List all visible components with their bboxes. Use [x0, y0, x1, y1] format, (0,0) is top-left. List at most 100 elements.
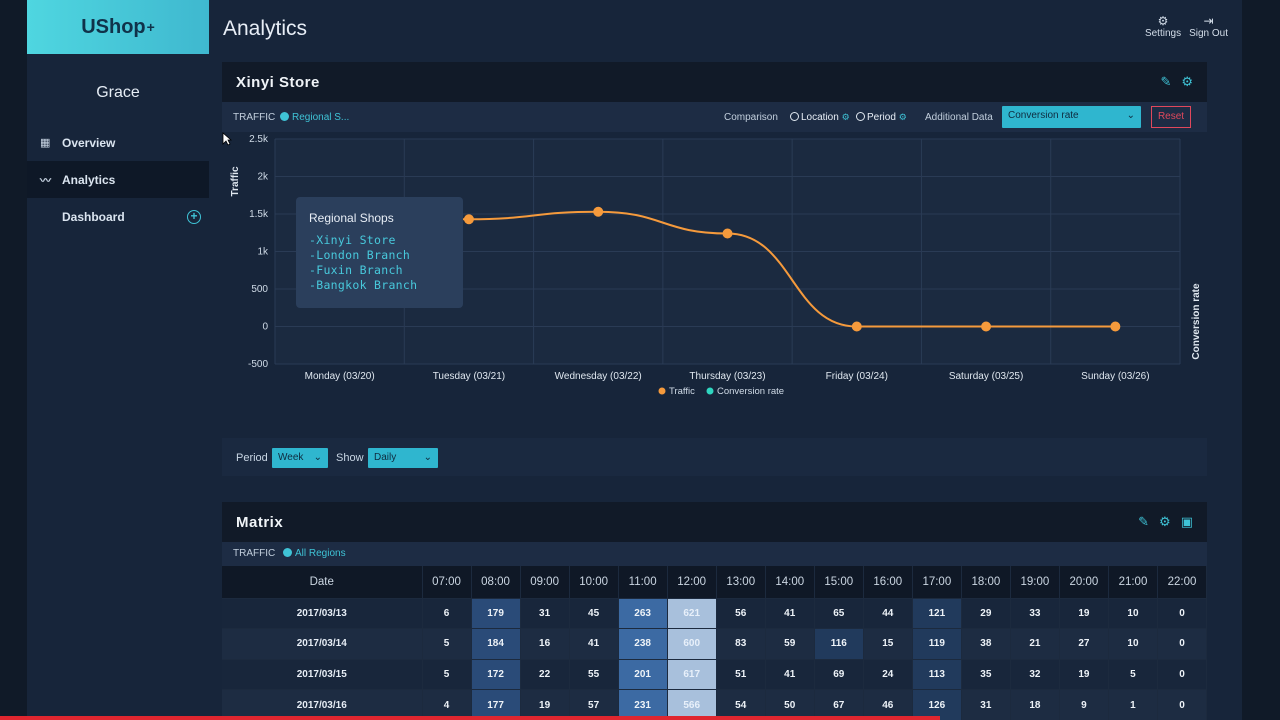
gear-icon[interactable]: ⚙ — [1159, 514, 1171, 529]
tooltip-title: Regional Shops — [309, 211, 394, 225]
period-radio[interactable]: Period ⚙ — [856, 112, 907, 123]
legend-label: Conversion rate — [717, 386, 784, 397]
table-header-cell[interactable]: 11:00 — [618, 566, 668, 598]
data-point — [463, 214, 474, 225]
tooltip-item[interactable]: -Fuxin Branch — [309, 263, 403, 277]
panel-icons: ✎ ⚙ ▣ — [1138, 514, 1193, 530]
table-header-row: Date 07:00 08:00 09:00 10:00 11:00 12:00 13:00 1… — [222, 566, 1207, 598]
table-row[interactable]: 2017/03/16 4 177 19 57 231 566 54 50 67 46 126 31 18 9… — [222, 689, 1207, 720]
show-select[interactable]: Daily ⌄ — [368, 448, 438, 468]
table-header-cell[interactable]: 14:00 — [765, 566, 815, 598]
period-select[interactable]: Week ⌄ — [272, 448, 328, 468]
table-cell: 67 — [814, 689, 864, 720]
table-header-cell[interactable]: 12:00 — [667, 566, 717, 598]
table-header-cell[interactable]: 08:00 — [471, 566, 521, 598]
table-cell: 41 — [765, 597, 815, 629]
app-logo[interactable]: UShop + — [27, 0, 209, 54]
gear-icon[interactable]: ⚙ — [898, 112, 907, 122]
radio-icon — [856, 112, 865, 121]
data-point — [722, 228, 733, 239]
table-cell: 54 — [716, 689, 766, 720]
table-cell: 16 — [520, 628, 570, 659]
main-content: Analytics ⚙ Settings ⇥ Sign Out Xinyi St… — [209, 0, 1242, 720]
plus-circle-icon[interactable]: + — [187, 209, 201, 224]
sidebar-item-dashboard[interactable]: Dashboard + — [27, 198, 209, 235]
table-cell: 44 — [863, 597, 913, 629]
location-radio[interactable]: Location ⚙ — [790, 112, 850, 123]
sidebar-item-analytics[interactable]: 〰 Analytics — [27, 161, 209, 198]
table-cell: 263 — [618, 597, 668, 629]
user-name: Grace — [96, 84, 140, 101]
regional-shops-link[interactable]: Regional S... — [280, 112, 349, 123]
page-title: Analytics — [223, 17, 308, 40]
x-tick-label: Thursday (03/23) — [689, 371, 765, 382]
comparison-label: Comparison — [724, 112, 778, 123]
table-header-cell[interactable]: 13:00 — [716, 566, 766, 598]
settings-button[interactable]: ⚙ Settings — [1145, 14, 1181, 39]
table-header-cell[interactable]: 07:00 — [422, 566, 472, 598]
table-cell: 32 — [1010, 658, 1060, 690]
video-progress-bar[interactable] — [0, 716, 940, 720]
info-icon — [280, 112, 289, 121]
sidebar-item-overview[interactable]: ▦ Overview — [27, 124, 209, 161]
table-row[interactable]: 2017/03/13 6 179 31 45 263 621 56 41 65 44 121 29 33 1… — [222, 597, 1207, 629]
x-tick-label: Friday (03/24) — [826, 371, 888, 382]
additional-data-select[interactable]: Conversion rate ⌄ — [1002, 106, 1141, 128]
sidebar-item-label: Overview — [62, 135, 116, 150]
table-cell: 19 — [1059, 597, 1109, 629]
x-tick-label: Sunday (03/26) — [1081, 371, 1149, 382]
table-cell: 50 — [765, 689, 815, 720]
sidebar: UShop + Grace ▦ Overview 〰 Analytics Dash… — [27, 0, 209, 720]
tooltip-item[interactable]: -Bangkok Branch — [309, 278, 418, 292]
table-header-cell[interactable]: 21:00 — [1108, 566, 1158, 598]
table-cell: 35 — [961, 658, 1011, 690]
chart-controls: TRAFFIC Regional S... Comparison Locatio… — [222, 102, 1207, 132]
chevron-down-icon: ⌄ — [423, 452, 432, 463]
table-header-cell[interactable]: 10:00 — [569, 566, 619, 598]
table-cell: 59 — [765, 628, 815, 659]
table-header-cell[interactable]: 20:00 — [1059, 566, 1109, 598]
sign-out-button[interactable]: ⇥ Sign Out — [1189, 14, 1228, 39]
regional-label: Regional S... — [292, 112, 350, 123]
gear-icon[interactable]: ⚙ — [1181, 74, 1193, 89]
excel-export-icon[interactable]: ▣ — [1180, 514, 1193, 529]
matrix-subheader: TRAFFIC All Regions — [222, 542, 1207, 566]
table-row[interactable]: 2017/03/15 5 172 22 55 201 617 51 41 69 24 113 35 32 1… — [222, 658, 1207, 690]
gear-icon[interactable]: ⚙ — [841, 112, 850, 122]
table-row[interactable]: 2017/03/14 5 184 16 41 238 600 83 59 116 15 119 38 21… — [222, 628, 1207, 659]
data-point — [851, 321, 862, 332]
right-frame — [1242, 0, 1280, 720]
table-cell: 177 — [471, 689, 521, 720]
pin-icon[interactable]: ✎ — [1160, 74, 1172, 89]
traffic-label: TRAFFIC — [233, 548, 276, 559]
table-cell: 10 — [1108, 628, 1158, 659]
table-header-cell[interactable]: 19:00 — [1010, 566, 1060, 598]
tooltip-item[interactable]: -Xinyi Store — [309, 233, 396, 247]
table-cell: 179 — [471, 597, 521, 629]
additional-data-label: Additional Data — [925, 112, 993, 123]
table-cell: 9 — [1059, 689, 1109, 720]
table-header-cell[interactable]: 22:00 — [1157, 566, 1207, 598]
table-cell: 4 — [422, 689, 472, 720]
chevron-down-icon: ⌄ — [1126, 110, 1135, 121]
reset-button[interactable]: Reset — [1151, 106, 1191, 128]
table-header-cell[interactable]: 17:00 — [912, 566, 962, 598]
table-cell: 46 — [863, 689, 913, 720]
top-actions: ⚙ Settings ⇥ Sign Out — [1145, 14, 1228, 39]
pin-icon[interactable]: ✎ — [1138, 514, 1150, 529]
all-regions-link[interactable]: All Regions — [283, 548, 346, 559]
table-cell: 45 — [569, 597, 619, 629]
table-header-cell[interactable]: Date — [222, 566, 423, 598]
table-header-cell[interactable]: 16:00 — [863, 566, 913, 598]
table-cell: 10 — [1108, 597, 1158, 629]
tooltip-item[interactable]: -London Branch — [309, 248, 411, 262]
table-cell: 0 — [1157, 628, 1207, 659]
table-cell: 38 — [961, 628, 1011, 659]
table-header-cell[interactable]: 15:00 — [814, 566, 864, 598]
table-header-cell[interactable]: 18:00 — [961, 566, 1011, 598]
radio-icon — [790, 112, 799, 121]
table-cell: 231 — [618, 689, 668, 720]
table-header-cell[interactable]: 09:00 — [520, 566, 570, 598]
table-cell: 21 — [1010, 628, 1060, 659]
